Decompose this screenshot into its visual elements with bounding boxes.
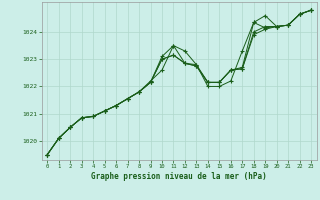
X-axis label: Graphe pression niveau de la mer (hPa): Graphe pression niveau de la mer (hPa)	[91, 172, 267, 181]
